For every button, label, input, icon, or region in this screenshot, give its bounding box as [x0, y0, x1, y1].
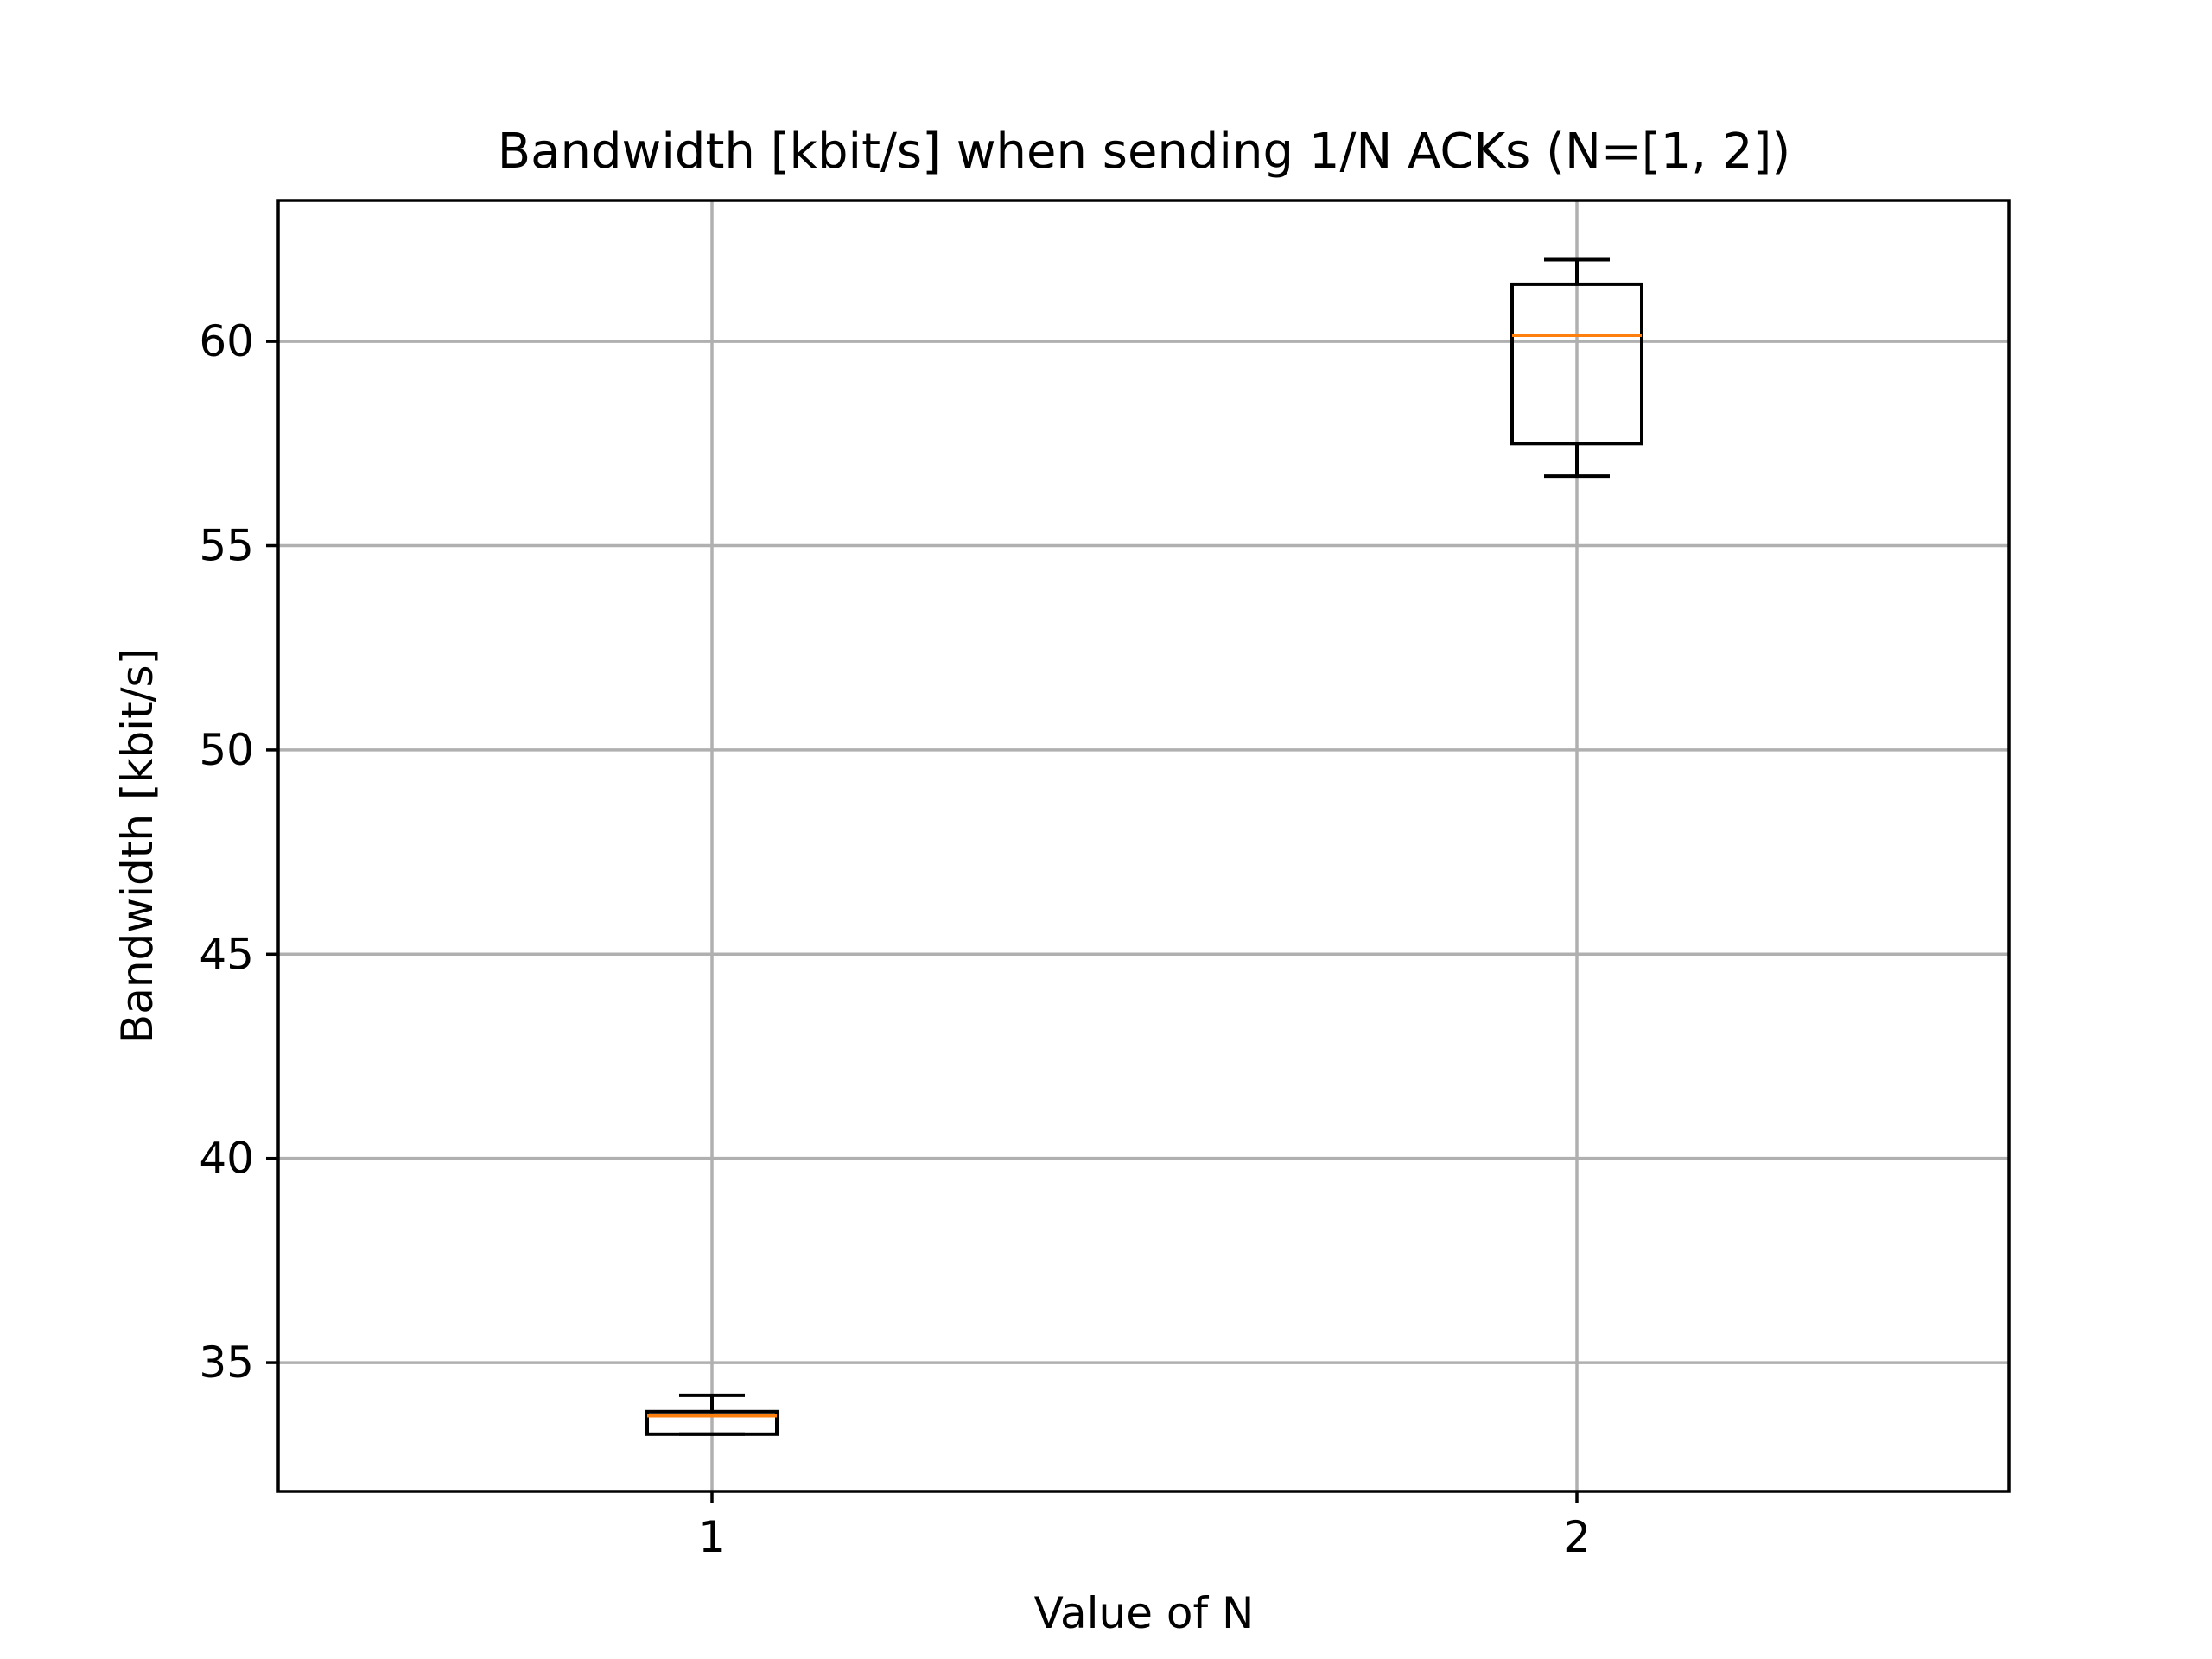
x-tick-label: 2	[1563, 1512, 1591, 1562]
y-tick-label: 50	[199, 725, 254, 775]
y-tick-label: 60	[199, 316, 254, 366]
box-group-n1	[645, 1393, 779, 1436]
y-tick-label: 55	[199, 521, 254, 571]
y-tick-label: 40	[199, 1134, 254, 1184]
y-tick-label: 35	[199, 1338, 254, 1388]
box-group-n2	[1510, 257, 1643, 479]
boxes	[645, 257, 1643, 1436]
y-tick-label: 45	[199, 929, 254, 979]
plot-frame	[276, 199, 2011, 1493]
y-axis-label: Bandwidth [kbit/s]	[112, 648, 162, 1044]
chart-title: Bandwidth [kbit/s] when sending 1/N ACKs…	[498, 124, 1790, 180]
ticks: 35 40 45 50 55 60 1 2	[199, 316, 1591, 1562]
grid	[278, 200, 2009, 1491]
x-axis-label: Value of N	[1034, 1588, 1255, 1638]
x-tick-label: 1	[698, 1512, 726, 1562]
